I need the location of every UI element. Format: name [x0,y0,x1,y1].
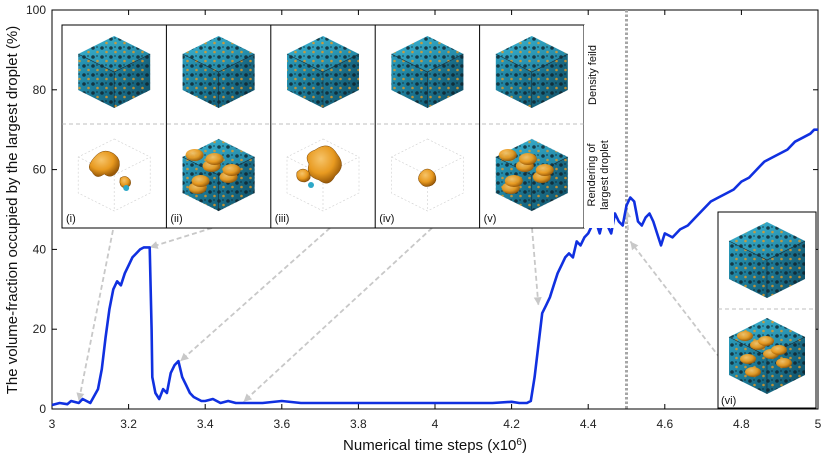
bounding-box-wireframe [182,138,255,212]
droplet-shape [306,145,342,184]
density-cube [286,36,360,108]
x-tick-label: 5 [815,417,822,431]
callout-arrow [629,240,721,359]
droplet-shape [418,168,437,187]
density-cube [495,36,568,108]
density-cube [78,36,151,108]
x-axis-ticks: 3 3.2 3.4 3.6 3.8 4 4.2 4.4 4.6 4.8 5 [49,10,822,431]
x-tick-label: 4.2 [503,417,520,431]
callout-arrowhead [630,241,639,251]
y-tick-label: 20 [33,322,47,336]
callout-arrow [179,227,331,362]
panel-label: (i) [66,213,76,225]
callout-arrow [149,227,213,249]
callout-arrowhead [180,352,189,362]
rendering-label-line2: largest droplet [599,140,611,210]
y-tick-label: 60 [33,163,47,177]
bounding-box-wireframe [495,138,569,212]
density-field-label: Density feild [587,45,599,105]
bounding-box-wireframe [391,138,464,212]
x-tick-label: 3 [49,417,56,431]
callout-arrowhead [149,241,159,249]
x-axis-title: Numerical time steps (x106) [343,437,527,455]
panel-label: (v) [484,213,497,225]
droplet-shape [119,176,131,189]
panel-label: (iii) [275,213,290,225]
y-tick-label: 0 [39,402,46,416]
callout-arrow [531,227,540,306]
x-tick-label: 4.4 [580,417,597,431]
rendering-label-line1: Rendering of [586,143,598,207]
density-cube [728,222,806,298]
panel-label: (iv) [379,213,394,225]
x-tick-label: 4 [432,417,439,431]
inset-panel-vi: (vi) [717,211,817,409]
bounding-box-wireframe [77,138,151,212]
callout-arrowhead [243,393,253,402]
y-tick-label: 40 [33,242,47,256]
callout-arrowhead [533,296,542,306]
bounding-box-wireframe [286,138,360,212]
series-line [51,128,818,407]
density-cube [391,36,464,108]
x-tick-label: 4.8 [733,417,750,431]
x-tick-label: 3.8 [350,417,367,431]
y-tick-label: 100 [26,3,46,17]
panel-label-vi: (vi) [721,395,736,407]
y-axis-title: The volume-fraction occupied by the larg… [4,26,21,395]
callout-arrows [76,209,721,403]
x-tick-label: 3.6 [273,417,290,431]
callout-arrow [77,229,114,402]
y-axis-ticks: 0 20 40 60 80 100 [26,3,818,416]
panel-label: (ii) [170,213,182,225]
density-cube [182,139,255,211]
droplet-shape [88,150,120,177]
x-tick-label: 4.6 [656,417,673,431]
callout-arrowhead [76,392,85,402]
density-cube [728,318,806,394]
y-tick-label: 80 [33,83,47,97]
droplet-shape [296,168,311,183]
callout-arrow [242,227,433,403]
x-tick-label: 3.2 [120,417,137,431]
x-tick-label: 3.4 [197,417,214,431]
density-cube [182,36,255,108]
inset-panel-strip: (i) (ii) (iii) (iv) (v) [61,24,614,229]
